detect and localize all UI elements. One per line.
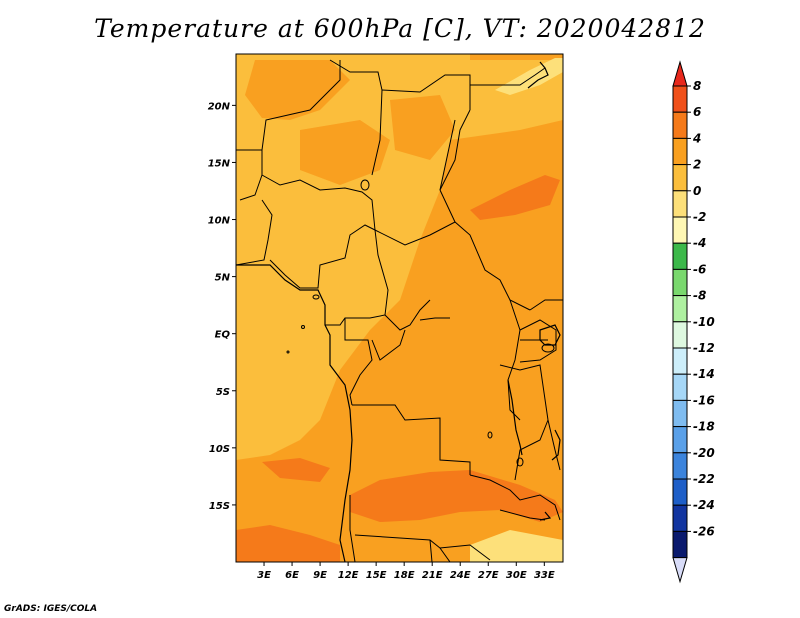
colorbar-label: 4: [692, 131, 701, 145]
colorbar-bottom-triangle: [672, 557, 688, 584]
colorbar-box: [672, 164, 688, 192]
colorbar-box: [672, 399, 688, 428]
colorbar-label: -6: [693, 262, 706, 276]
shade-2-4-north-c: [390, 95, 455, 160]
shade-2-4-north-b: [300, 120, 390, 185]
x-tick-label: 18E: [394, 570, 415, 581]
colorbar-box: [672, 347, 688, 375]
y-axis: 20N 15N 10N 5N EQ 5S 10S 15S: [208, 101, 236, 512]
x-tick-label: 21E: [422, 570, 443, 581]
colorbar-label: -18: [693, 420, 715, 434]
shade-0-2-west: [236, 54, 470, 460]
temperature-shading: [236, 54, 563, 562]
x-tick-label: 9E: [313, 570, 327, 581]
colorbar-label: 0: [693, 184, 701, 198]
y-tick-label: 10N: [208, 216, 231, 227]
shade-4-6-east: [470, 175, 560, 220]
chart-title: Temperature at 600hPa [C], VT: 202004281…: [94, 14, 706, 43]
colorbar-box: [672, 137, 688, 166]
y-tick-label: EQ: [215, 330, 231, 341]
colorbar-box: [672, 373, 688, 401]
x-tick-label: 6E: [285, 570, 299, 581]
colorbar-label: -10: [693, 315, 715, 329]
y-tick-label: 15N: [208, 158, 231, 169]
x-tick-label: 3E: [257, 570, 271, 581]
shade-4-6-w: [262, 458, 330, 482]
colorbar-box: [672, 295, 688, 323]
colorbar-label: -20: [693, 446, 715, 460]
colorbar-label: 2: [693, 158, 701, 172]
colorbar-label: -26: [693, 524, 715, 538]
colorbar-label: 6: [693, 105, 701, 119]
colorbar-box: [672, 190, 688, 218]
colorbar-label: -12: [693, 341, 715, 355]
y-tick-label: 15S: [209, 501, 230, 512]
colorbar-box: [672, 321, 688, 349]
colorbar-box: [672, 242, 688, 270]
colorbar-box: [672, 268, 688, 297]
x-tick-label: 30E: [506, 570, 527, 581]
x-tick-label: 33E: [534, 570, 555, 581]
map-frame: [235, 53, 564, 563]
shade-4-6-south: [350, 470, 563, 522]
shade-4-6-sw: [236, 525, 340, 562]
x-tick-label: 27E: [478, 570, 499, 581]
x-tick-label: 24E: [450, 570, 471, 581]
colorbar-label: 8: [693, 79, 701, 93]
colorbar-label: -4: [693, 236, 706, 250]
y-tick-label: 5S: [216, 387, 230, 398]
colorbar-top-triangle: [672, 60, 688, 87]
colorbar-label: -22: [693, 472, 715, 486]
coastlines: [236, 61, 561, 562]
colorbar-box: [672, 426, 688, 454]
colorbar-box: [672, 478, 688, 506]
x-tick-label: 15E: [366, 570, 387, 581]
colorbar-label: -2: [693, 210, 706, 224]
colorbar-box: [672, 452, 688, 480]
country-borders: [236, 59, 563, 562]
colorbar-box: [672, 85, 688, 113]
grads-credit: GrADS: IGES/COLA: [4, 604, 98, 614]
x-axis: 3E 6E 9E 12E 15E 18E 21E 24E 27E 30E 33E: [257, 562, 555, 581]
shade-m2-0-ne: [495, 58, 563, 95]
colorbar-box: [672, 216, 688, 244]
shade-m2-0-se: [470, 530, 563, 562]
colorbar-label: -24: [693, 498, 715, 512]
shade-2-4-north-a: [245, 60, 350, 120]
x-tick-label: 12E: [338, 570, 359, 581]
colorbar-label: -16: [693, 393, 715, 407]
colorbar-box: [672, 504, 688, 532]
islands-and-lakes: [286, 179, 555, 467]
colorbar-box: [672, 530, 688, 559]
colorbar-label: -8: [693, 289, 706, 303]
colorbar-label: -14: [693, 367, 715, 381]
colorbar-box: [672, 111, 688, 139]
y-tick-label: 5N: [215, 273, 231, 284]
y-tick-label: 20N: [208, 101, 231, 112]
y-tick-label: 10S: [209, 444, 230, 455]
colorbar: 8 6 4 2 0 -2 -4 -6 -8 -10 -12 -14 -16 -18 -20 -22 -24 -26: [672, 60, 715, 584]
shade-2-4-central: [400, 270, 540, 440]
